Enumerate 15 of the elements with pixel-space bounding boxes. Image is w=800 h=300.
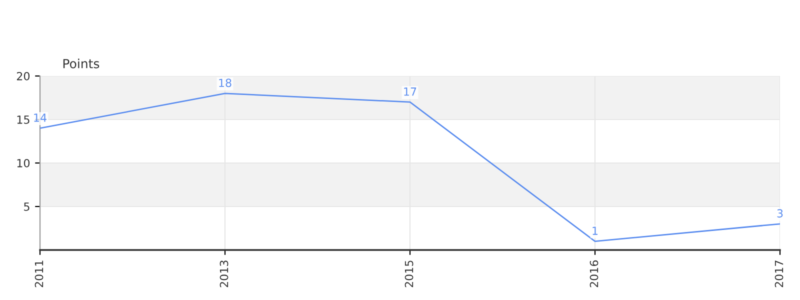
y-axis-title: Points (63, 58, 100, 68)
data-label: 18 (219, 78, 232, 88)
data-label: 17 (404, 88, 416, 96)
y-tick-label: 10 (17, 158, 30, 168)
x-tick-label: 2016 (590, 260, 598, 288)
y-tick-label: 20 (16, 72, 30, 80)
y-tick-label: 5 (24, 202, 30, 211)
x-tick-label: 2011 (34, 260, 44, 288)
data-label: 3 (777, 209, 783, 218)
y-tick-label: 15 (17, 116, 30, 124)
data-label: 14 (34, 114, 46, 122)
x-tick-label: 2013 (220, 260, 228, 288)
x-tick-label: 2015 (404, 260, 414, 288)
x-tick-label: 2017 (774, 260, 784, 288)
data-label: 1 (592, 226, 598, 235)
